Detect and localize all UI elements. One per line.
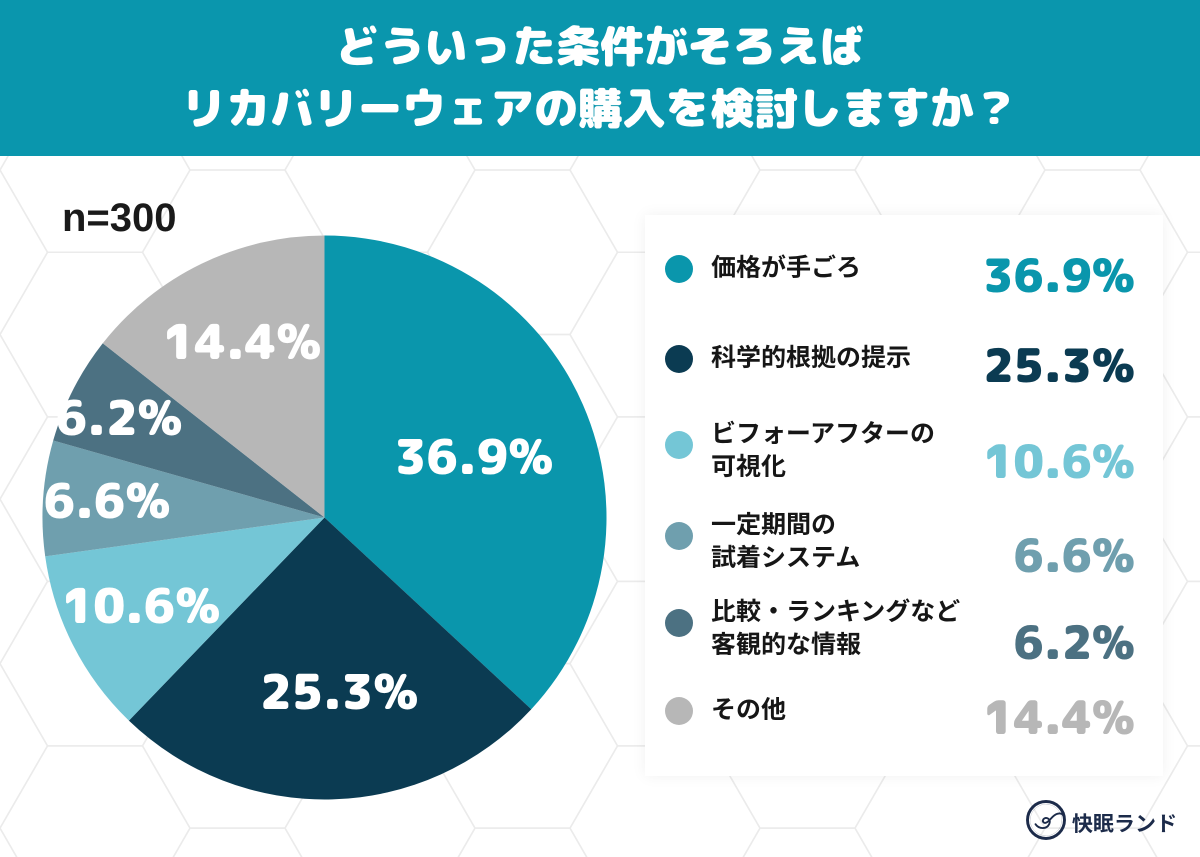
svg-text:10.6%: 10.6% [62, 572, 221, 639]
svg-text:6.6%: 6.6% [44, 467, 171, 534]
svg-text:25.3%: 25.3% [260, 658, 419, 725]
svg-text:14.4%: 14.4% [163, 308, 322, 375]
svg-text:6.2%: 6.2% [56, 384, 183, 451]
svg-text:36.9%: 36.9% [395, 423, 554, 490]
